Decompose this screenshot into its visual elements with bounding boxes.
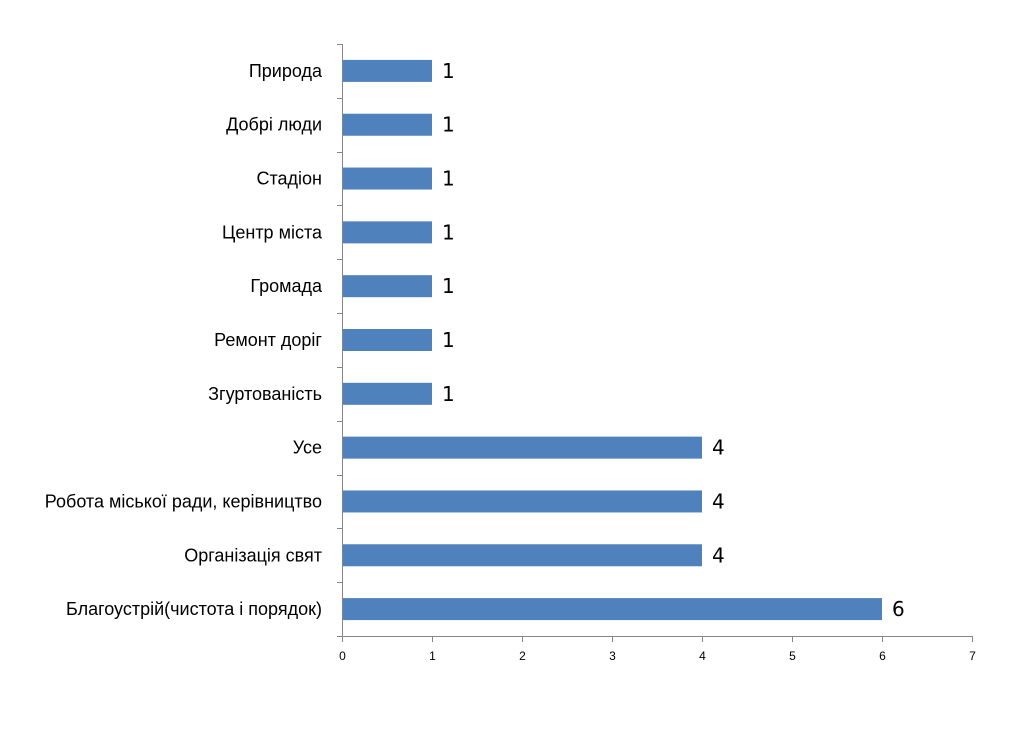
- category-label: Стадіон: [256, 169, 322, 189]
- bar: [342, 436, 702, 459]
- bar: [342, 59, 432, 82]
- data-label: 4: [712, 436, 725, 460]
- bar: [342, 329, 432, 351]
- data-label: 1: [442, 113, 455, 137]
- x-tick-label: 2: [519, 649, 526, 663]
- category-label: Благоустрій(чистота і порядок): [66, 599, 322, 619]
- value-labels-group: 1 1 1 1 1 1 1 4 4 4 6: [442, 59, 905, 621]
- x-tick-label: 3: [609, 649, 616, 663]
- x-tick-label: 1: [429, 649, 436, 663]
- bar: [342, 275, 432, 298]
- x-tick-label: 4: [699, 649, 706, 663]
- category-label: Громада: [250, 276, 323, 296]
- bars-group: [342, 59, 882, 621]
- x-tick-label: 7: [969, 649, 976, 663]
- x-tick-label: 0: [339, 649, 346, 663]
- bar: [342, 598, 882, 621]
- category-label: Згуртованість: [208, 384, 322, 404]
- data-label: 4: [712, 543, 725, 567]
- data-label: 1: [442, 167, 455, 191]
- data-label: 1: [442, 274, 455, 298]
- category-label: Робота міської ради, керівництво: [45, 491, 322, 511]
- category-labels-group: Природа Добрі люди Стадіон Центр міста Грома…: [45, 61, 323, 619]
- bar: [342, 113, 432, 136]
- category-label: Добрі люди: [226, 115, 322, 135]
- bar: [342, 382, 432, 405]
- category-label: Усе: [293, 438, 322, 458]
- axes-group: 0 1 2 3 4 5 6 7: [337, 44, 976, 663]
- bar: [342, 490, 702, 513]
- bar: [342, 221, 432, 244]
- data-label: 6: [892, 597, 905, 621]
- x-tick-label: 6: [879, 649, 886, 663]
- data-label: 1: [442, 220, 455, 244]
- data-label: 4: [712, 489, 725, 513]
- category-label: Природа: [249, 61, 323, 81]
- data-label: 1: [442, 328, 455, 352]
- x-tick-label: 5: [789, 649, 796, 663]
- category-label: Ремонт доріг: [214, 330, 322, 350]
- category-label: Організація свят: [184, 545, 322, 565]
- category-label: Центр міста: [222, 222, 323, 242]
- data-label: 1: [442, 382, 455, 406]
- bar: [342, 544, 702, 567]
- bar: [342, 167, 432, 190]
- data-label: 1: [442, 59, 455, 83]
